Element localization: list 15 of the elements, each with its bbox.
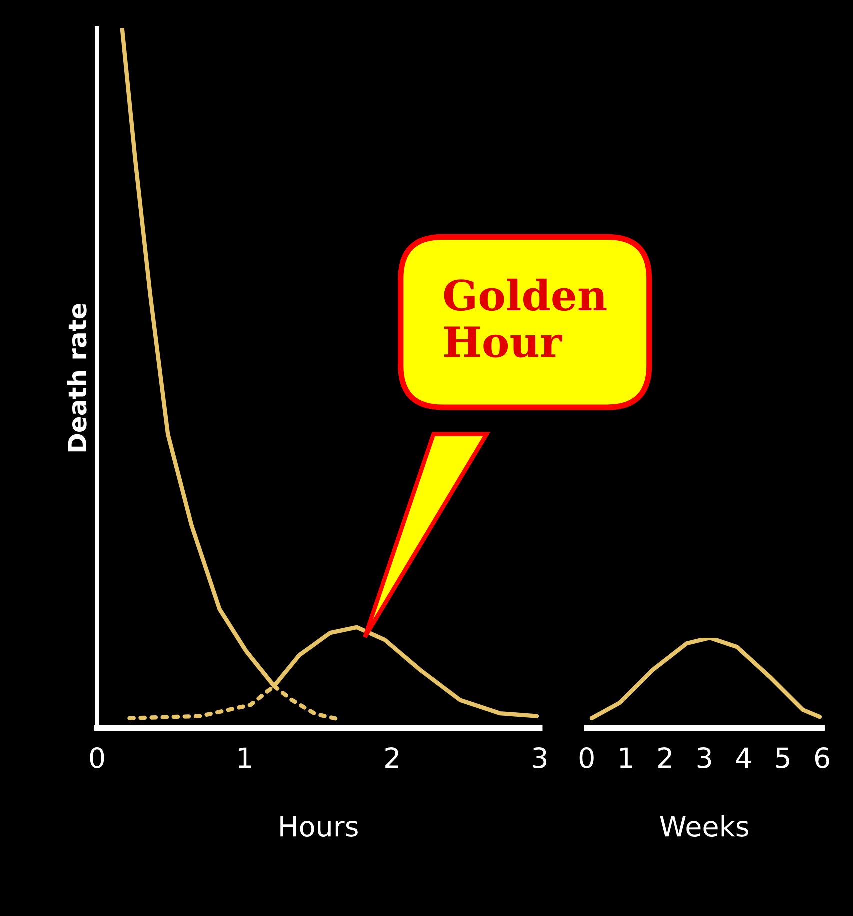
x-tick-label: 1 (239, 748, 252, 768)
x-tick-label: 2 (386, 747, 398, 768)
x-tick-label: 0 (580, 747, 594, 768)
y-axis-title: Death rate (67, 304, 87, 452)
x-axis-title: Hours (280, 816, 358, 838)
x-tick-label: 1 (620, 748, 632, 768)
x-tick-label: 5 (776, 748, 790, 768)
x-tick-label: 0 (90, 747, 104, 768)
x-tick-label: 3 (698, 747, 712, 768)
x-tick-label: 3 (533, 747, 547, 768)
x-tick-label: 6 (815, 747, 830, 768)
x-axis-title: Weeks (660, 816, 749, 838)
annotation: Golden Hour (444, 278, 607, 358)
x-tick-label: 4 (736, 748, 752, 768)
x-tick-label: 2 (658, 747, 672, 768)
